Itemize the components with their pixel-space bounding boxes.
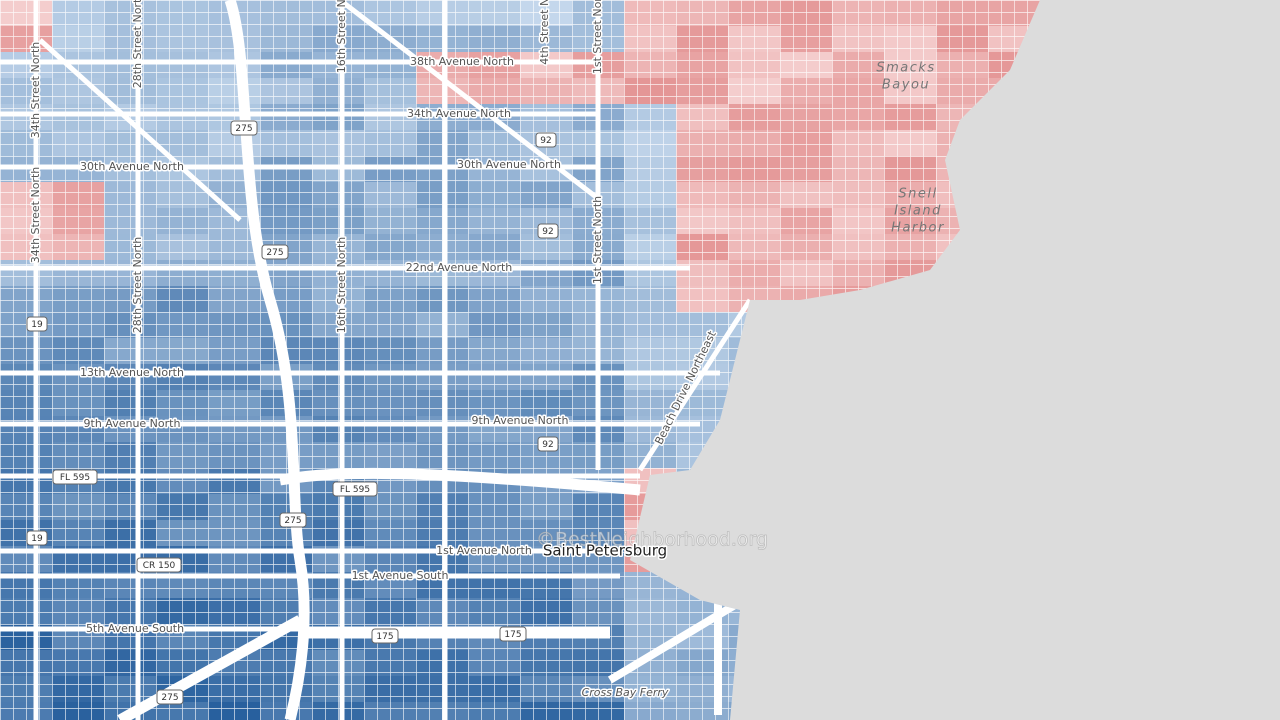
shield-box [261,244,289,260]
route-shield: 19 [26,530,48,546]
highways [117,0,641,720]
street-label: 1st Street North [591,196,604,284]
city-label: Saint Petersburg [543,542,667,560]
water-label: Harbor [891,221,945,236]
shield-box [279,512,307,528]
route-shield: 19 [26,316,48,332]
shield-box [537,223,559,239]
water-label: Island [894,204,942,219]
street-label: 1st Avenue South [352,569,449,582]
shield-box [26,530,48,546]
street-label: 16th Street North [335,237,348,333]
street-label: 30th Avenue North [80,160,184,173]
shield-box [136,557,182,573]
route-shield: CR 150 [136,557,182,573]
shield-box [156,689,184,705]
shield-label: 92 [540,136,551,146]
street-label: Cross Bay Ferry [582,686,669,699]
street-label: 16th Street North [335,0,348,73]
route-shield: 275 [230,120,258,136]
street-label: 28th Street North [131,237,144,333]
street-label: 22nd Avenue North [406,261,513,274]
shield-label: 175 [504,630,521,640]
water-label: Snell [898,187,937,202]
street-label: 38th Avenue North [410,55,514,68]
shield-label: 275 [266,248,283,258]
route-shield: 175 [499,626,527,642]
street-label: 5th Avenue South [86,622,184,635]
shield-label: 175 [376,632,393,642]
street-label: 1st Street North [591,0,604,74]
shield-label: 275 [235,124,252,134]
street-label: 4th Street North [538,0,551,65]
route-shield: 275 [261,244,289,260]
shield-box [371,628,399,644]
shield-box [535,132,557,148]
route-shield: 275 [156,689,184,705]
shield-box [230,120,258,136]
route-shield: 175 [371,628,399,644]
water-label: Bayou [882,78,930,93]
shield-box [26,316,48,332]
airport-runways [607,600,738,715]
route-shield: FL 595 [52,469,98,485]
watermark: ©BestNeighborhood.org [536,529,768,551]
route-shield: 92 [537,223,559,239]
street-label: 34th Avenue North [407,107,511,120]
street-label: 34th Street North [29,167,42,263]
shield-box [499,626,527,642]
shield-box [52,469,98,485]
shield-label: 19 [31,320,43,330]
shield-label: FL 595 [60,473,90,483]
shield-label: 275 [284,516,301,526]
street-label: 1st Avenue North [436,544,532,557]
route-shield: FL 595 [332,481,378,497]
shield-label: 19 [31,534,43,544]
street-label: 9th Avenue North [472,414,569,427]
shield-label: FL 595 [340,485,370,495]
shield-label: 92 [542,440,553,450]
shield-label: 92 [542,227,553,237]
route-shield: 92 [535,132,557,148]
street-label: 9th Avenue North [84,417,181,430]
shield-label: CR 150 [143,561,176,571]
street-label: 13th Avenue North [80,366,184,379]
street-label: 30th Avenue North [457,158,561,171]
route-shield: 275 [279,512,307,528]
shield-box [537,436,559,452]
route-shield: 92 [537,436,559,452]
water-label: Smacks [876,61,935,76]
shield-label: 275 [161,693,178,703]
street-label: 34th Street North [29,42,42,138]
shield-box [332,481,378,497]
street-label: 28th Street North [131,0,144,88]
